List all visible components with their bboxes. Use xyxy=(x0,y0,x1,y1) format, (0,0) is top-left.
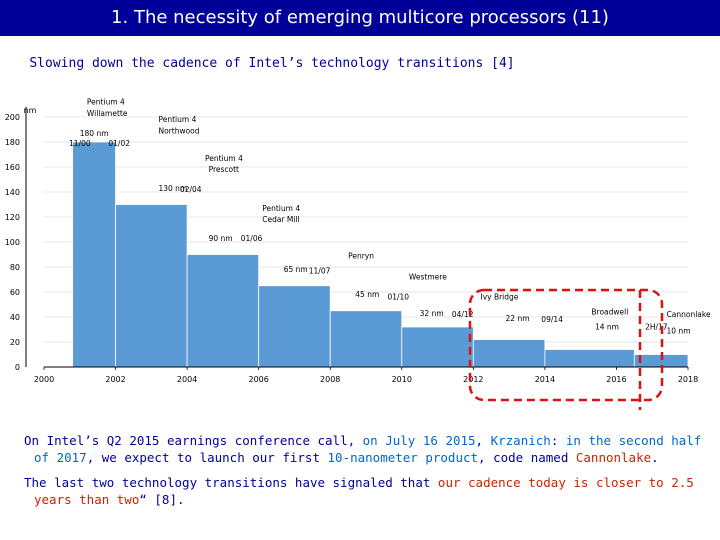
x-tick-label: 2010 xyxy=(392,375,412,384)
annotation-label: 11/00 xyxy=(69,139,91,148)
annotation-label: 01/10 xyxy=(387,293,409,302)
annotation-label: Cedar Mill xyxy=(262,215,299,224)
x-tick-labels: 2000 2002 2004 2006 2008 2010 2012 2014 2016 2018 xyxy=(34,367,698,384)
y-tick-label: 120 xyxy=(5,213,20,222)
y-tick-label: 200 xyxy=(5,113,20,122)
annotation-label: Pentium 4 xyxy=(158,115,196,124)
chart-steps xyxy=(72,141,689,368)
caption-name: Krzanich xyxy=(490,433,551,448)
caption-text: , xyxy=(475,433,491,448)
caption-text: On Intel’s Q2 2015 earnings conference c… xyxy=(24,433,363,448)
x-tick-label: 2014 xyxy=(535,375,555,384)
slide-title: 1. The necessity of emerging multicore p… xyxy=(0,0,720,36)
annotation-label: 14 nm xyxy=(595,323,619,332)
caption-text: . xyxy=(651,450,659,465)
y-tick-label: 140 xyxy=(5,188,20,197)
step-bar xyxy=(258,285,331,368)
caption-date: on July 16 2015 xyxy=(362,433,476,448)
x-tick-label: 2018 xyxy=(678,375,698,384)
annotation-label: Prescott xyxy=(209,165,239,174)
y-tick-label: 20 xyxy=(10,338,20,347)
y-axis-label: nm xyxy=(24,106,37,115)
caption-text: , we expect to launch our first xyxy=(86,450,328,465)
y-tick-labels: 0 20 40 60 80 100 120 140 160 180 200 xyxy=(5,113,20,372)
annotation-label: 65 nm xyxy=(284,265,308,274)
caption-earnings-call: On Intel’s Q2 2015 earnings conference c… xyxy=(24,432,714,466)
x-tick-label: 2016 xyxy=(606,375,626,384)
step-bar xyxy=(115,204,188,368)
x-tick-label: 2006 xyxy=(248,375,268,384)
step-bar xyxy=(186,254,260,368)
highlight-box xyxy=(468,288,664,402)
step-bar xyxy=(329,310,403,368)
annotation-label: 90 nm xyxy=(209,234,233,243)
y-tick-label: 80 xyxy=(10,263,20,272)
annotation-label: 11/07 xyxy=(309,266,331,275)
chart-axes xyxy=(25,107,688,368)
caption-timing: in the second half of 2017 xyxy=(34,433,702,465)
annotation-label: 10 nm xyxy=(667,326,691,335)
step-bar xyxy=(401,326,474,368)
annotation-label: Penryn xyxy=(348,251,374,260)
caption-product: 10-nanometer product xyxy=(327,450,479,465)
y-tick-label: 60 xyxy=(10,288,20,297)
caption-text: , code named xyxy=(478,450,576,465)
x-tick-label: 2008 xyxy=(320,375,340,384)
x-tick-label: 2004 xyxy=(177,375,197,384)
annotation-label: 45 nm xyxy=(355,290,379,299)
caption-cadence-highlight: our cadence today is closer to 2.5 years… xyxy=(34,475,694,507)
annotation-label: 09/14 xyxy=(541,315,563,324)
y-tick-label: 0 xyxy=(15,363,20,372)
x-tick-label: 2002 xyxy=(105,375,125,384)
caption-text: : xyxy=(550,433,566,448)
caption-codename: Cannonlake xyxy=(575,450,652,465)
step-bar xyxy=(472,339,546,368)
annotation-label: 130 nm xyxy=(158,184,187,193)
x-tick-label: 2012 xyxy=(463,375,483,384)
annotation-label: 2H/17 xyxy=(645,323,668,332)
annotation-label: Pentium 4 xyxy=(205,154,243,163)
caption-text: The last two technology transitions have… xyxy=(24,475,438,490)
annotation-label: Westmere xyxy=(409,273,447,282)
annotation-label: Pentium 4 xyxy=(87,98,125,107)
annotation-label: 32 nm xyxy=(420,309,444,318)
y-tick-label: 100 xyxy=(5,238,20,247)
annotation-label: Ivy Bridge xyxy=(480,293,518,302)
y-tick-label: 40 xyxy=(10,313,20,322)
caption-text: “ [8]. xyxy=(139,492,185,507)
annotation-label: 180 nm xyxy=(80,129,109,138)
annotation-label: Cannonlake xyxy=(667,310,711,319)
x-tick-label: 2000 xyxy=(34,375,54,384)
chart-subtitle: Slowing down the cadence of Intel’s tech… xyxy=(29,56,515,71)
annotation-label: Northwood xyxy=(158,126,199,135)
y-tick-label: 180 xyxy=(5,138,20,147)
y-tick-label: 160 xyxy=(5,163,20,172)
annotation-label: 01/02 xyxy=(108,139,130,148)
step-area-chart: 0 20 40 60 80 100 120 140 160 180 200 2000 2002 2004… xyxy=(5,98,711,410)
step-bar xyxy=(544,349,635,368)
step-bar xyxy=(72,141,116,368)
annotation-label: Willamette xyxy=(87,109,128,118)
annotation-label: Pentium 4 xyxy=(262,204,300,213)
annotation-label: 22 nm xyxy=(506,314,530,323)
annotation-label: Broadwell xyxy=(591,308,628,317)
annotation-label: 01/06 xyxy=(241,234,263,243)
annotation-label: 04/12 xyxy=(452,310,474,319)
caption-cadence: The last two technology transitions have… xyxy=(24,474,714,508)
annotation-label: 02/04 xyxy=(180,185,202,194)
